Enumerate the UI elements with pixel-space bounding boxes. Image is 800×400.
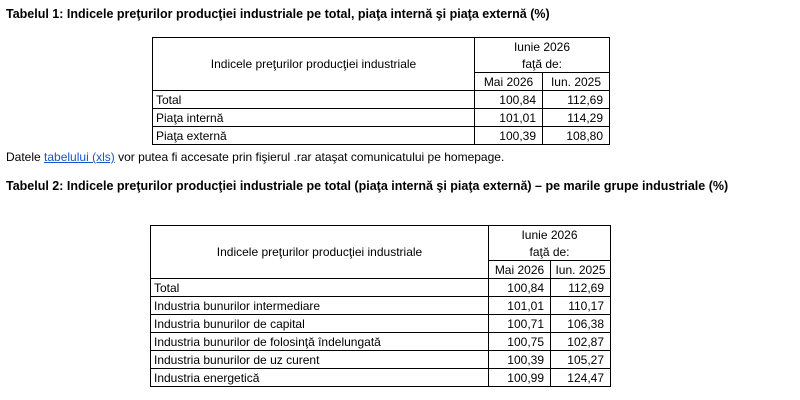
row: Piaţa externă 100,39 108,80 (152, 126, 610, 145)
cell: Industria bunurilor de folosinţă îndelun… (150, 332, 489, 351)
row: Total 100,84 112,69 (152, 90, 610, 109)
cell: 101,01 (488, 296, 551, 315)
cell: 102,87 (550, 332, 611, 351)
cell: 100,39 (474, 126, 543, 145)
cell: Industria bunurilor de capital (150, 314, 489, 333)
cell: 110,17 (550, 296, 611, 315)
row: Industria energetică 100,99 124,47 (150, 368, 611, 387)
cell: Total (152, 90, 475, 109)
cell: faţă de: (474, 55, 610, 73)
row: Industria bunurilor de folosinţă îndelun… (150, 332, 611, 351)
cell: Indicele preţurilor producţiei industria… (152, 37, 475, 91)
cell: Total (150, 278, 489, 297)
cell: Mai 2026 (474, 72, 543, 91)
table: Indicele preţurilor producţiei industria… (150, 225, 611, 387)
cell: 108,80 (542, 126, 610, 145)
row: Indicele preţurilor producţiei industria… (150, 225, 611, 279)
cell: 100,84 (474, 90, 543, 109)
cell: 100,71 (488, 314, 551, 333)
cell: faţă de: (488, 243, 611, 261)
cell: 101,01 (474, 108, 543, 127)
row: Industria bunurilor intermediare 101,01 11… (150, 296, 611, 315)
cell: 100,75 (488, 332, 551, 351)
cell: Industria energetică (150, 368, 489, 387)
cell: Industria bunurilor intermediare (150, 296, 489, 315)
table-title: Tabelul 2: Indicele preţurilor producţie… (6, 179, 729, 193)
row: Industria bunurilor de uz curent 100,39 10… (150, 350, 611, 369)
link[interactable]: tabelului (xls) (44, 150, 115, 164)
cell: 105,27 (550, 350, 611, 369)
cell: 100,84 (488, 278, 551, 297)
cell: 124,47 (550, 368, 611, 387)
cell: Indicele preţurilor producţiei industria… (150, 225, 489, 279)
cell: 112,69 (542, 90, 610, 109)
cell: Iun. 2025 (550, 260, 611, 279)
note-text: Datele (6, 150, 41, 164)
table-title: Tabelul 1: Indicele preţurilor producţie… (6, 7, 550, 21)
cell: Industria bunurilor de uz curent (150, 350, 489, 369)
table: Indicele preţurilor producţiei industria… (152, 37, 610, 145)
note-text: vor putea fi accesate prin fişierul .rar… (118, 150, 505, 164)
cell: Piaţa externă (152, 126, 475, 145)
cell: Mai 2026 (488, 260, 551, 279)
cell: 112,69 (550, 278, 611, 297)
cell: Iunie 2026 (474, 37, 610, 55)
row: faţă de: (151, 243, 611, 261)
cell: Piaţa internă (152, 108, 475, 127)
cell: Iun. 2025 (542, 72, 610, 91)
cell: Iunie 2026 (488, 225, 611, 243)
row: Piaţa internă 101,01 114,29 (152, 108, 610, 127)
cell: 100,99 (488, 368, 551, 387)
row: Mai 2026 Iun. 2025 (151, 260, 611, 279)
note: Datele tabelului (xls) vor putea fi acce… (6, 149, 504, 165)
cell: 106,38 (550, 314, 611, 333)
row: Indicele preţurilor producţiei industria… (152, 37, 610, 91)
cell: 114,29 (542, 108, 610, 127)
row: Total 100,84 112,69 (150, 278, 611, 297)
row: Industria bunurilor de capital 100,71 106,… (150, 314, 611, 333)
cell: 100,39 (488, 350, 551, 369)
